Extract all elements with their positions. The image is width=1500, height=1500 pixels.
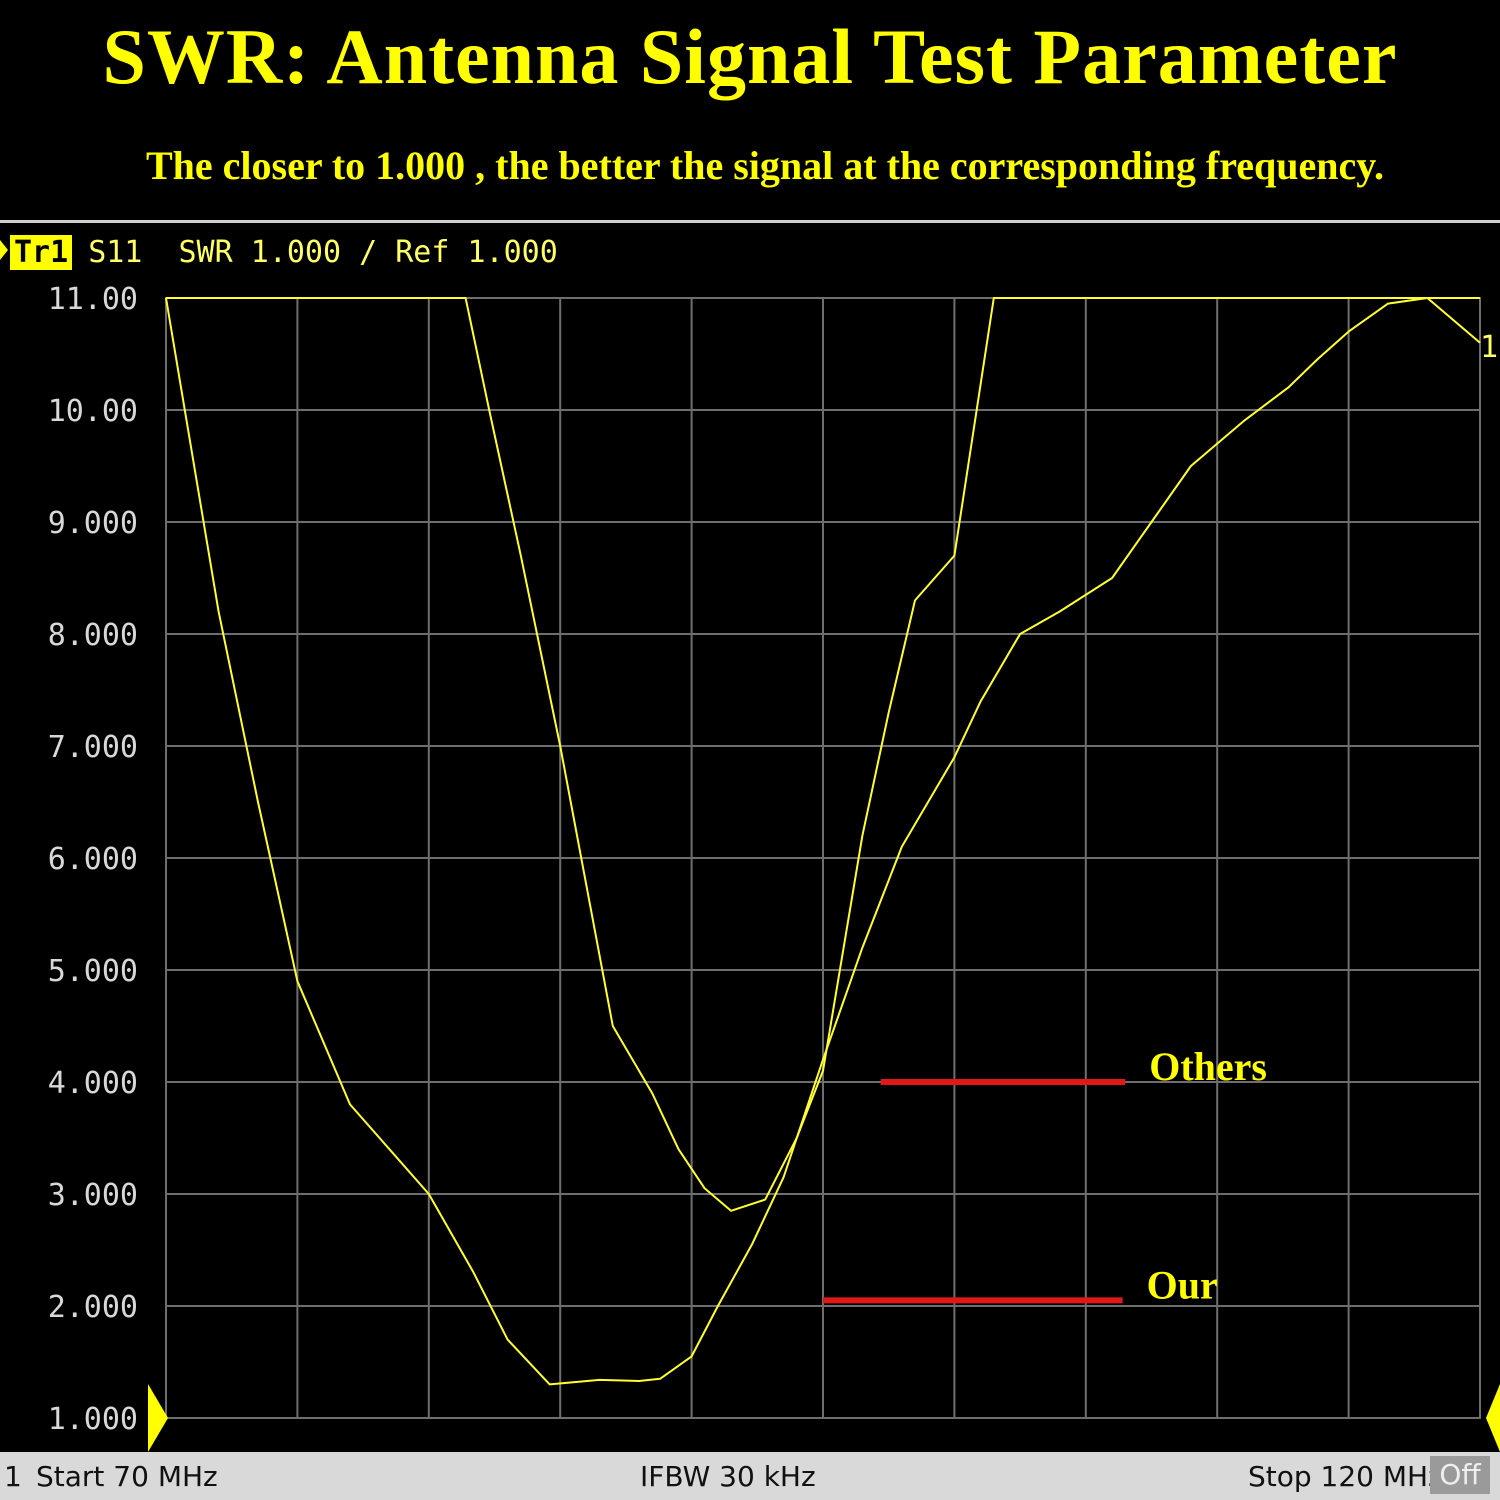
y-tick-label: 6.000 — [48, 842, 138, 877]
chart-annotations: Others Our — [823, 1044, 1267, 1307]
y-tick-label: 2.000 — [48, 1290, 138, 1325]
y-tick-label: 4.000 — [48, 1066, 138, 1101]
status-bar: 1 Start 70 MHz IFBW 30 kHz Stop 120 MHz … — [0, 1452, 1500, 1500]
y-tick-label: 7.000 — [48, 730, 138, 765]
y-tick-label: 9.000 — [48, 506, 138, 541]
y-tick-label: 5.000 — [48, 954, 138, 989]
y-tick-label: 11.00 — [48, 282, 138, 317]
trace-selector-arrow-icon — [0, 240, 8, 260]
page-subtitle: The closer to 1.000 , the better the sig… — [145, 143, 1385, 188]
stop-frequency[interactable]: Stop 120 MHz — [1248, 1460, 1443, 1493]
y-axis-ticks: 11.00 10.00 9.000 8.000 7.000 6.000 5.000 4.000… — [48, 282, 138, 1437]
channel-number[interactable]: 1 — [4, 1460, 22, 1493]
y-tick-label: 10.00 — [48, 394, 138, 429]
chart-traces — [165, 297, 1481, 1386]
chart-grid — [165, 297, 1481, 1419]
trace-label: S11 SWR 1.000 / Ref 1.000 — [88, 234, 558, 270]
annotation-label-others: Others — [1149, 1044, 1267, 1089]
reference-level-arrow-icon — [148, 1384, 168, 1452]
page-title: SWR: Antenna Signal Test Parameter — [102, 13, 1398, 100]
y-tick-label: 1.000 — [48, 1402, 138, 1437]
trace-line-others — [166, 297, 1480, 1212]
ifbw-setting[interactable]: IFBW 30 kHz — [640, 1460, 816, 1493]
off-button[interactable]: Off — [1430, 1456, 1490, 1494]
top-divider — [0, 220, 1500, 223]
annotation-label-our: Our — [1147, 1262, 1218, 1307]
trace-badge[interactable]: Tr1 — [10, 234, 73, 270]
start-frequency[interactable]: Start 70 MHz — [36, 1460, 218, 1493]
trace-line-our — [165, 297, 1481, 1386]
y-tick-label: 3.000 — [48, 1178, 138, 1213]
trace-header[interactable]: Tr1 S11 SWR 1.000 / Ref 1.000 — [10, 232, 558, 272]
marker-label: 1 — [1480, 330, 1498, 365]
y-tick-label: 8.000 — [48, 618, 138, 653]
right-edge-arrow-icon — [1486, 1384, 1500, 1452]
